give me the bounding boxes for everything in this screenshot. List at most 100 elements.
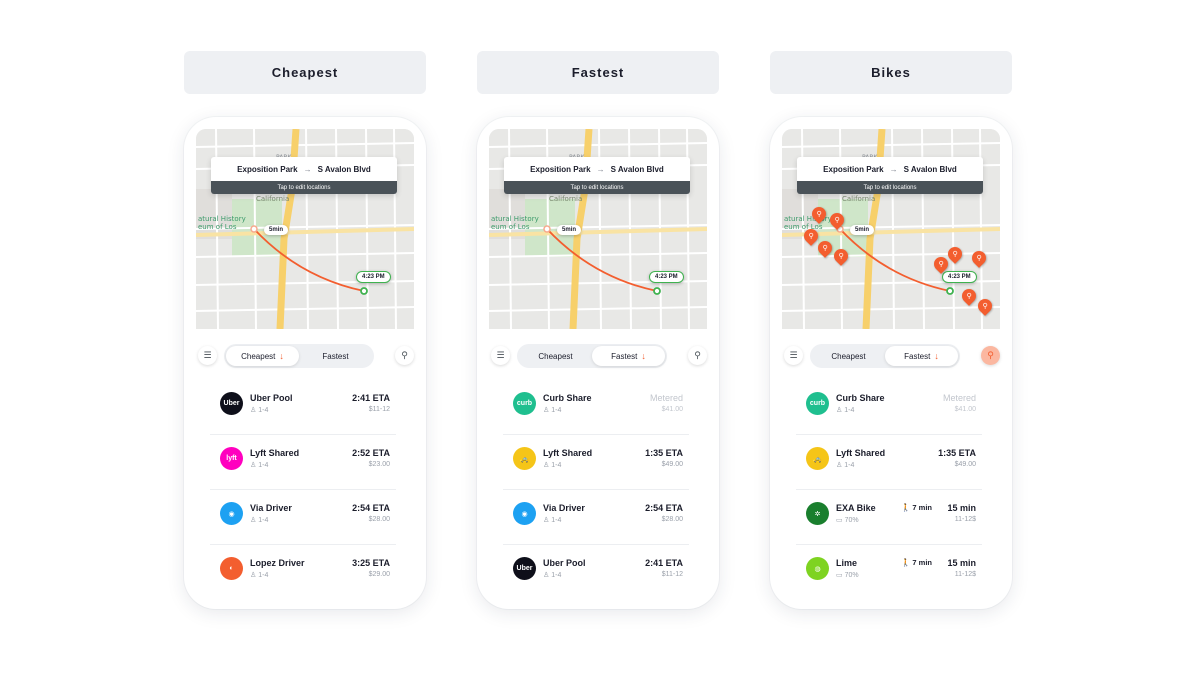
sort-fastest-tab[interactable]: Fastest — [299, 346, 372, 366]
ride-eta: 2:41 ETA — [645, 558, 683, 568]
ride-eta: Metered — [649, 393, 683, 403]
ride-seats: ♙ 1-4 — [250, 516, 268, 524]
ride-seats: ♙ 1-4 — [836, 406, 854, 414]
ride-option[interactable]: ◍ Lime ▭ 70% 🚶 7 min 15 min 11-12$ — [796, 545, 982, 600]
provider-logo-icon: ◉ — [513, 502, 536, 525]
seats-value: 1-4 — [258, 407, 269, 414]
arrival-chip: 4:23 PM — [942, 271, 977, 283]
ride-option[interactable]: ◉ Via Driver ♙ 1-4 2:54 ETA $28.00 — [503, 490, 689, 545]
origin-label: Exposition Park — [823, 164, 884, 174]
sort-fastest-tab[interactable]: Fastest ↓ — [885, 346, 958, 366]
ride-name: Uber Pool — [543, 558, 586, 568]
ride-eta: 2:54 ETA — [645, 503, 683, 513]
map-view[interactable]: California PARK atural History eum of Lo… — [489, 129, 707, 329]
ride-option[interactable]: Uber Uber Pool ♙ 1-4 2:41 ETA $11-12 — [503, 545, 689, 600]
map-view[interactable]: California PARK atural History eum of Lo… — [782, 129, 1000, 329]
provider-logo-icon: ◐ — [220, 557, 243, 580]
arrow-right-icon: → — [889, 164, 898, 174]
duration-chip: 5min — [557, 225, 582, 235]
ride-eta: Metered — [942, 393, 976, 403]
location-card[interactable]: Exposition Park → S Avalon Blvd Tap to edit… — [504, 157, 690, 194]
provider-logo-icon: curb — [806, 392, 829, 415]
provider-logo-icon: curb — [513, 392, 536, 415]
edit-locations-hint[interactable]: Tap to edit locations — [504, 181, 690, 194]
sort-arrow-down-icon: ↓ — [641, 351, 646, 361]
provider-logo-icon: lyft — [220, 447, 243, 470]
svg-text:eum of Los: eum of Los — [784, 223, 823, 231]
walking-icon: 🚶 — [900, 558, 913, 567]
person-icon: ♙ — [250, 462, 259, 469]
svg-text:California: California — [549, 195, 582, 203]
ride-option[interactable]: ◐ Lopez Driver ♙ 1-4 3:25 ETA $29.00 — [210, 545, 396, 600]
location-route[interactable]: Exposition Park → S Avalon Blvd — [797, 157, 983, 181]
svg-text:California: California — [256, 195, 289, 203]
list-icon[interactable]: ☰ — [198, 346, 217, 365]
edit-locations-hint[interactable]: Tap to edit locations — [211, 181, 397, 194]
phone-frame: California PARK atural History eum of Lo… — [770, 117, 1012, 609]
sort-cheapest-label: Cheapest — [241, 351, 276, 361]
ride-option[interactable]: 🚕 Lyft Shared ♙ 1-4 1:35 ETA $49.00 — [796, 435, 982, 490]
list-icon[interactable]: ☰ — [491, 346, 510, 365]
ride-price: $49.00 — [661, 461, 683, 468]
person-icon: ♙ — [543, 517, 552, 524]
duration-chip: 5min — [850, 225, 875, 235]
location-route[interactable]: Exposition Park → S Avalon Blvd — [211, 157, 397, 181]
origin-label: Exposition Park — [530, 164, 591, 174]
bike-filter-icon[interactable]: ⚲ — [688, 346, 707, 365]
ride-eta: 15 min — [947, 558, 976, 568]
ride-option[interactable]: ✲ EXA Bike ▭ 70% 🚶 7 min 15 min 11-12$ — [796, 490, 982, 545]
ride-name: Via Driver — [543, 503, 585, 513]
column-header: Cheapest — [184, 51, 426, 94]
ride-name: EXA Bike — [836, 503, 876, 513]
ride-name: Lyft Shared — [250, 448, 300, 458]
bike-filter-icon[interactable]: ⚲ — [981, 346, 1000, 365]
location-card[interactable]: Exposition Park → S Avalon Blvd Tap to edit… — [211, 157, 397, 194]
ride-option[interactable]: Uber Uber Pool ♙ 1-4 2:41 ETA $11-12 — [210, 380, 396, 435]
ride-price: $28.00 — [368, 516, 390, 523]
ride-option[interactable]: 🚕 Lyft Shared ♙ 1-4 1:35 ETA $49.00 — [503, 435, 689, 490]
ride-list: Uber Uber Pool ♙ 1-4 2:41 ETA $11-12 lyft Lyft… — [210, 380, 396, 600]
sort-cheapest-tab[interactable]: Cheapest ↓ — [226, 346, 299, 366]
ride-eta: 15 min — [947, 503, 976, 513]
location-route[interactable]: Exposition Park → S Avalon Blvd — [504, 157, 690, 181]
sort-segmented-control[interactable]: Cheapest ↓ Fastest — [224, 344, 374, 368]
ride-name: Lime — [836, 558, 858, 568]
ride-seats: ▭ 70% — [836, 516, 859, 524]
ride-list: curb Curb Share ♙ 1-4 Metered $41.00 🚕 Lyft Sh… — [796, 380, 982, 600]
ride-name: Lyft Shared — [543, 448, 593, 458]
sort-segmented-control[interactable]: Cheapest Fastest ↓ — [810, 344, 960, 368]
edit-locations-hint[interactable]: Tap to edit locations — [797, 181, 983, 194]
list-icon[interactable]: ☰ — [784, 346, 803, 365]
ride-price: $28.00 — [661, 516, 683, 523]
ride-seats: ♙ 1-4 — [543, 461, 561, 469]
sort-segmented-control[interactable]: Cheapest Fastest ↓ — [517, 344, 667, 368]
walk-time: 🚶 7 min — [901, 558, 932, 567]
ride-option[interactable]: lyft Lyft Shared ♙ 1-4 2:52 ETA $23.00 — [210, 435, 396, 490]
ride-option[interactable]: ◉ Via Driver ♙ 1-4 2:54 ETA $28.00 — [210, 490, 396, 545]
battery-icon: ▭ — [836, 517, 845, 524]
sort-fastest-tab[interactable]: Fastest ↓ — [592, 346, 665, 366]
ride-seats: ♙ 1-4 — [836, 461, 854, 469]
walk-time-value: 7 min — [912, 558, 932, 567]
sort-cheapest-tab[interactable]: Cheapest — [519, 346, 592, 366]
ride-seats: ♙ 1-4 — [250, 571, 268, 579]
ride-seats: ▭ 70% — [836, 571, 859, 579]
provider-logo-icon: 🚕 — [806, 447, 829, 470]
ride-option[interactable]: curb Curb Share ♙ 1-4 Metered $41.00 — [796, 380, 982, 435]
ride-name: Curb Share — [543, 393, 592, 403]
sort-cheapest-tab[interactable]: Cheapest — [812, 346, 885, 366]
seats-value: 1-4 — [551, 407, 562, 414]
seats-value: 1-4 — [551, 462, 562, 469]
provider-logo-icon: Uber — [220, 392, 243, 415]
map-view[interactable]: California PARK atural History eum of Lo… — [196, 129, 414, 329]
ride-option[interactable]: curb Curb Share ♙ 1-4 Metered $41.00 — [503, 380, 689, 435]
provider-logo-icon: ◍ — [806, 557, 829, 580]
provider-logo-icon: Uber — [513, 557, 536, 580]
ride-price: $41.00 — [661, 406, 683, 413]
ride-name: Via Driver — [250, 503, 292, 513]
location-card[interactable]: Exposition Park → S Avalon Blvd Tap to edit… — [797, 157, 983, 194]
svg-text:atural History: atural History — [784, 215, 832, 223]
bike-filter-icon[interactable]: ⚲ — [395, 346, 414, 365]
destination-label: S Avalon Blvd — [610, 164, 664, 174]
ride-list: curb Curb Share ♙ 1-4 Metered $41.00 🚕 Lyft Sh… — [503, 380, 689, 600]
